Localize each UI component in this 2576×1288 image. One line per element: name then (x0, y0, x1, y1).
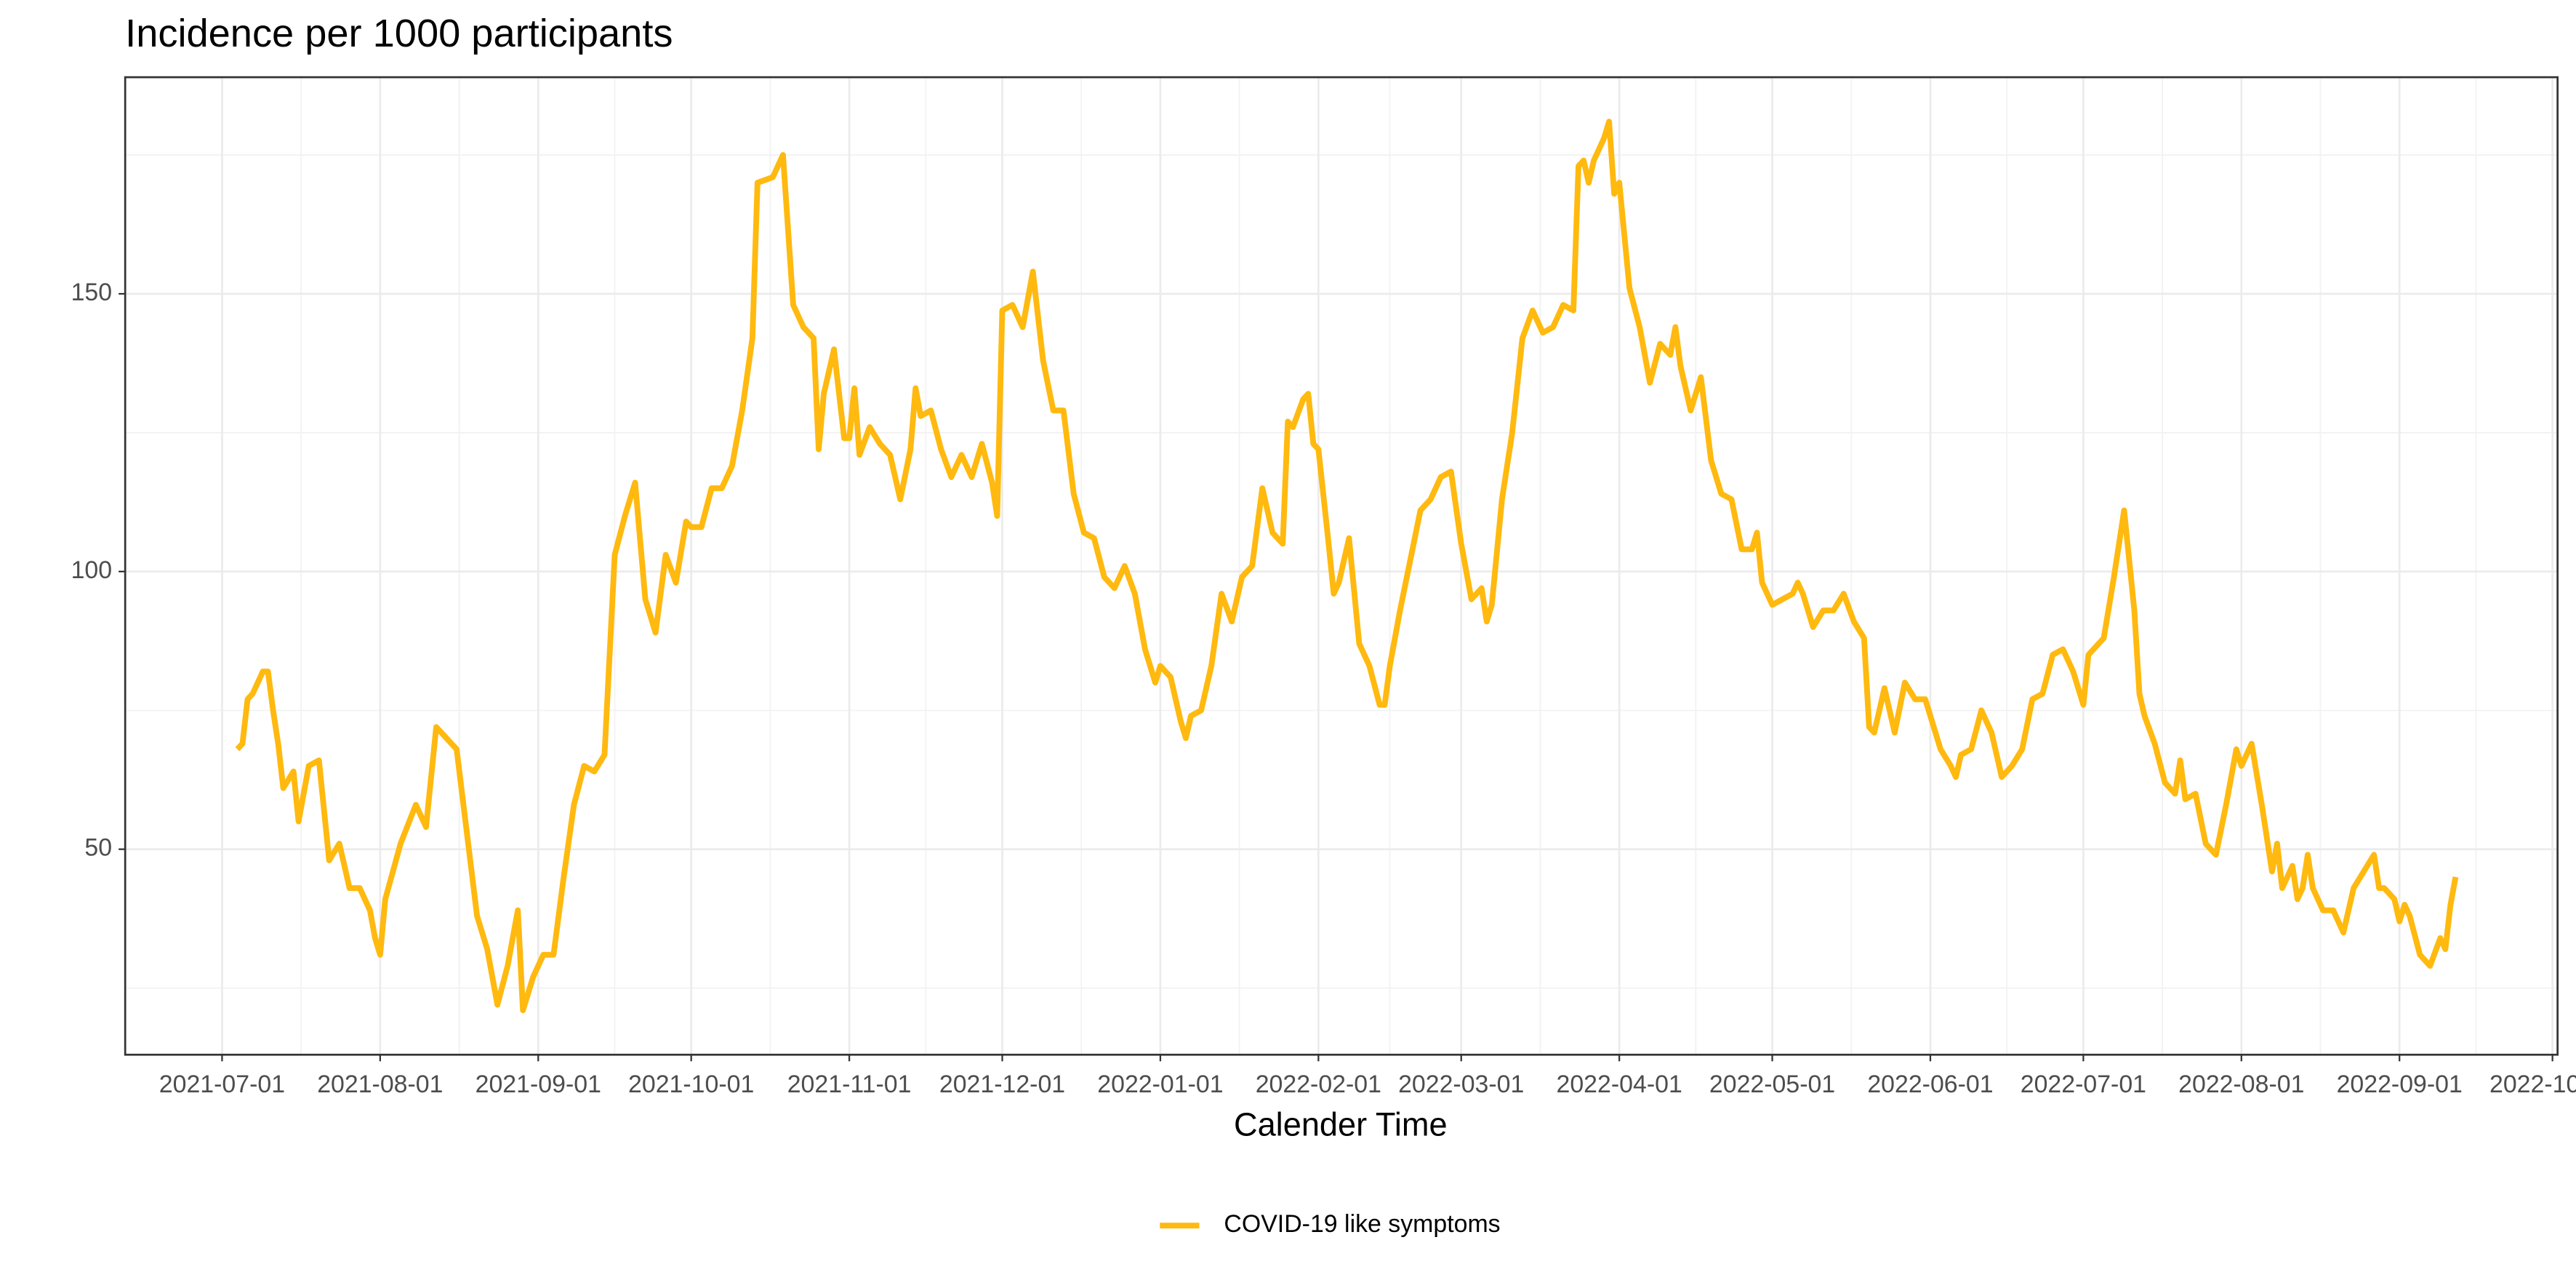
x-axis-title: Calender Time (1234, 1106, 1448, 1143)
x-tick-label: 2021-12-01 (939, 1071, 1065, 1098)
x-tick-label: 2022-03-01 (1398, 1071, 1524, 1098)
x-tick-label: 2022-10-01 (2489, 1071, 2576, 1098)
x-tick-label: 2021-10-01 (628, 1071, 754, 1098)
chart-title: Incidence per 1000 participants (125, 12, 673, 55)
x-tick-label: 2021-11-01 (787, 1071, 912, 1098)
plot-border (124, 76, 2559, 1056)
x-tick-label: 2022-02-01 (1256, 1071, 1381, 1098)
x-tick-label: 2021-07-01 (159, 1071, 285, 1098)
data-line (235, 119, 2459, 1014)
x-tick-label: 2022-04-01 (1557, 1071, 1682, 1098)
x-tick-label: 2022-05-01 (1709, 1071, 1835, 1098)
y-tick-label: 100 (71, 556, 113, 584)
x-tick-label: 2022-09-01 (2337, 1071, 2463, 1098)
legend-label: COVID-19 like symptoms (1224, 1210, 1500, 1238)
x-tick-label: 2021-08-01 (317, 1071, 443, 1098)
x-tick-label: 2022-08-01 (2178, 1071, 2304, 1098)
x-tick-label: 2022-01-01 (1097, 1071, 1223, 1098)
x-tick-label: 2022-06-01 (1867, 1071, 1993, 1098)
y-tick-label: 50 (84, 834, 112, 862)
x-tick-label: 2021-09-01 (476, 1071, 601, 1098)
x-tick-label: 2022-07-01 (2021, 1071, 2146, 1098)
y-tick-label: 150 (71, 279, 113, 306)
